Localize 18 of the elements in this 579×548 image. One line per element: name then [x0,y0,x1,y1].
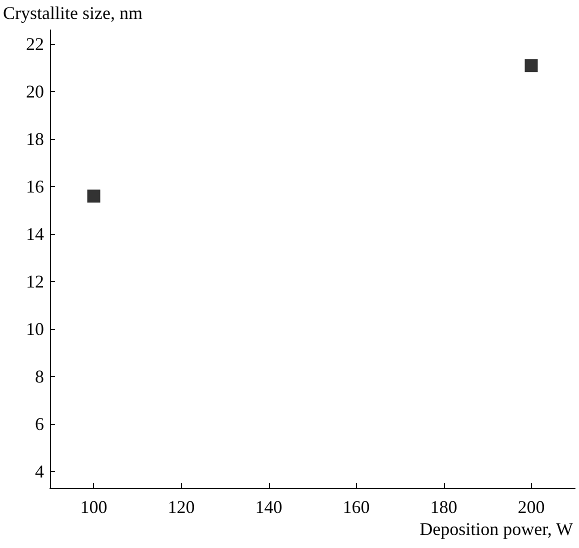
y-tick-label: 8 [35,366,44,386]
x-tick-label: 120 [168,497,195,517]
y-tick-label: 10 [26,319,44,340]
y-tick-label: 16 [26,176,44,197]
x-axis-title: Deposition power, W [420,519,574,539]
y-tick-label: 6 [35,414,44,434]
x-tick-label: 180 [430,497,458,517]
y-tick-label: 22 [26,34,44,54]
x-tick-label: 160 [342,497,370,517]
y-tick-label: 18 [26,129,44,150]
y-axis-title: Crystallite size, nm [3,3,142,23]
x-tick-label: 140 [255,497,282,517]
y-tick-label: 14 [26,224,44,244]
x-tick-label: 200 [518,497,545,517]
y-tick-label: 4 [35,461,44,482]
y-tick-label: 20 [26,82,44,102]
x-tick-label: 100 [80,497,108,517]
y-tick-label: 12 [26,272,44,292]
